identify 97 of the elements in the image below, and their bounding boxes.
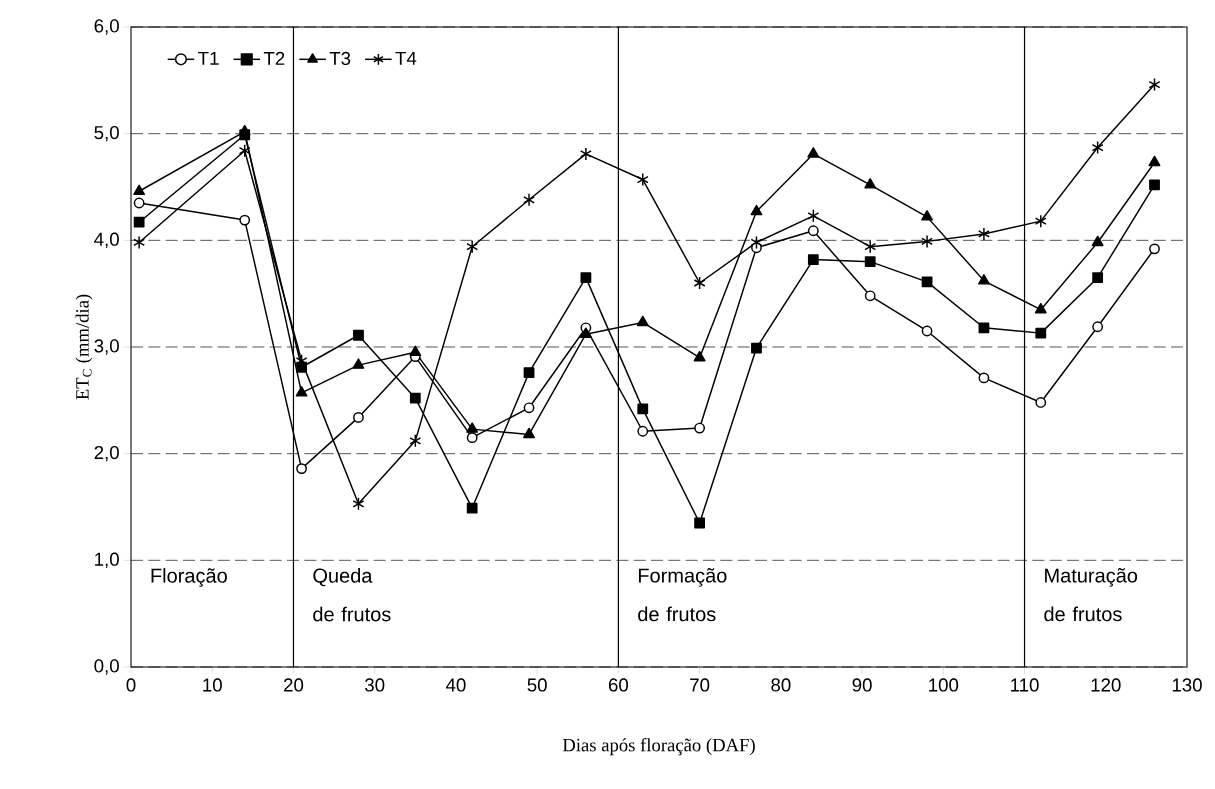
x-tick-label: 130 [1172,678,1202,692]
point [1091,140,1104,155]
x-tick-label: 30 [365,678,385,692]
point [750,204,763,216]
point [352,358,365,369]
point [239,214,251,226]
y-tick-label: 0,0 [94,659,119,675]
point [466,239,479,254]
point [238,143,251,158]
point [921,325,933,337]
x-axis-title: Dias após floração (DAF) [562,738,755,756]
point [694,422,706,434]
legend-label: T2 [263,51,285,65]
point [1034,214,1047,228]
x-tick-label: 90 [852,678,872,692]
point [751,342,762,354]
point [579,147,592,161]
point [296,463,307,474]
y-axis-title: ET$_{C}$ (mm/dia) [75,294,93,400]
point [523,427,535,439]
y-tick-label: 1,0 [95,552,119,569]
point [807,209,820,223]
point [295,386,308,397]
x-tick-label: 110 [1011,678,1039,692]
point [921,234,933,249]
point [807,254,819,265]
annotation: Floração [151,568,227,587]
point [523,402,535,414]
point [978,372,990,384]
point [977,227,990,241]
point [523,193,535,207]
y-tick-label: 6,0 [94,19,119,35]
point [978,322,990,334]
point [1092,272,1104,284]
point [637,425,649,437]
point [636,172,649,187]
point [637,403,649,415]
y-tick-label: 3,0 [94,339,119,355]
point [1149,243,1160,255]
point [409,345,422,357]
point [579,327,592,338]
point [133,184,146,195]
x-tick-label: 0 [126,678,136,692]
point [864,178,877,189]
point [1091,235,1104,247]
legend-label: T1 [198,51,219,65]
x-tick-label: 40 [445,678,466,692]
x-tick-label: 100 [929,678,959,692]
point [1148,155,1161,167]
y-tick-label: 2,0 [94,445,119,462]
point [238,124,251,136]
annotation: Maturação de frutos [1044,568,1138,622]
point [693,350,706,362]
x-tick-label: 60 [608,678,629,692]
point [1035,327,1047,339]
point [409,392,421,404]
x-tick-label: 120 [1091,678,1121,692]
point [133,216,145,228]
point [807,147,820,158]
point [636,315,649,327]
point [807,225,819,237]
annotation: Formação de frutos [638,568,727,622]
x-tick-label: 50 [527,678,547,692]
point [133,197,145,209]
point [353,329,364,341]
legend-label: T4 [395,51,417,65]
point [466,432,478,444]
point [921,210,933,221]
y-tick-label: 4,0 [94,232,119,249]
point [296,361,307,373]
point [1092,321,1104,333]
point [1035,397,1047,408]
point [353,411,364,423]
y-tick-label: 5,0 [94,125,119,142]
legend-label: T3 [329,51,351,66]
point [352,497,365,511]
annotation: Queda de frutos [313,568,391,622]
x-tick-label: 70 [690,678,710,692]
point [580,272,592,284]
point [523,367,535,378]
point [864,239,877,254]
point [694,517,706,529]
point [1034,302,1047,314]
point [977,274,990,285]
point [409,434,422,448]
point [1149,179,1160,191]
point [1148,77,1161,92]
x-tick-label: 80 [771,678,791,692]
point [864,290,876,302]
point [750,235,763,250]
point [466,502,478,514]
point [693,276,706,290]
x-tick-label: 10 [203,678,222,692]
point [133,235,146,250]
point [864,256,876,268]
x-tick-label: 20 [284,678,304,692]
point [466,422,479,433]
